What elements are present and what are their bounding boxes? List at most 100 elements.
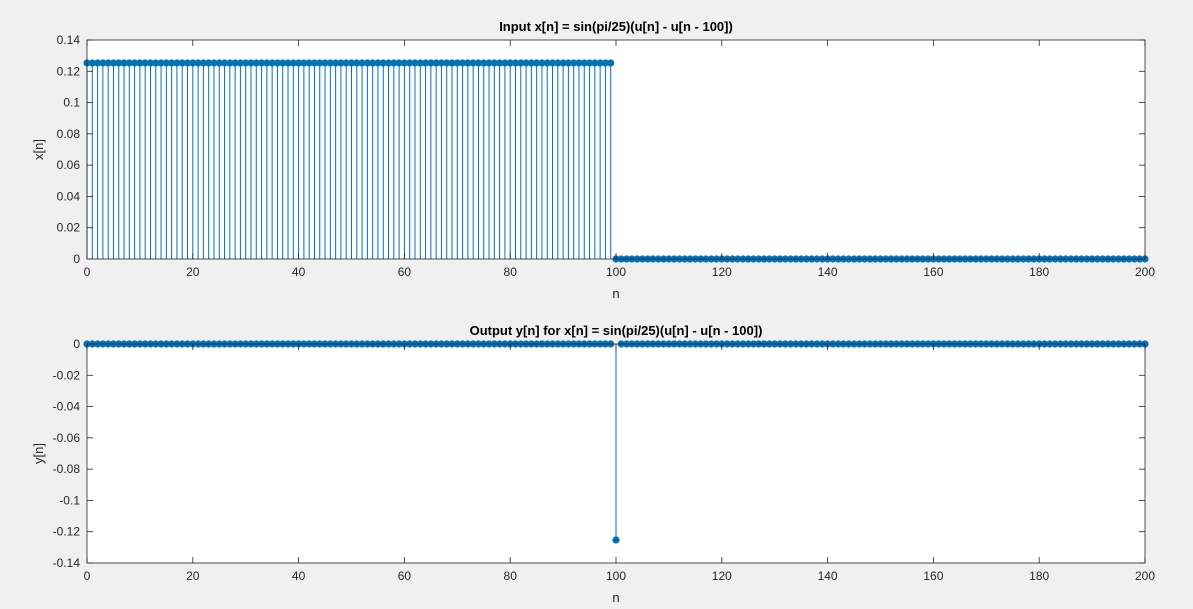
stem-marker (400, 59, 408, 67)
stem-marker (390, 59, 398, 67)
x-tick-label: 40 (292, 569, 306, 583)
stem-marker (300, 59, 308, 67)
x-tick-label: 80 (504, 569, 518, 583)
stem-marker (533, 59, 541, 67)
stem-marker (527, 59, 535, 67)
x-tick-label: 160 (923, 265, 943, 279)
input-stem-plot: Input x[n] = sin(pi/25)(u[n] - u[n - 100… (31, 19, 1155, 301)
stem-marker (511, 59, 520, 67)
stem-marker (168, 59, 176, 67)
stem-marker (496, 59, 504, 67)
x-axis-label: n (612, 590, 619, 605)
x-tick-label: 20 (186, 569, 200, 583)
x-tick-label: 200 (1135, 569, 1155, 583)
x-tick-label: 120 (712, 569, 732, 583)
stem-marker (104, 59, 112, 67)
stem-marker (141, 59, 149, 67)
stem-marker (173, 59, 181, 67)
x-tick-label: 20 (186, 265, 200, 279)
stem-marker (88, 59, 96, 67)
x-tick-label: 80 (504, 265, 518, 279)
stem-marker (289, 59, 297, 67)
y-tick-label: -0.1 (59, 493, 80, 507)
stem-marker (242, 59, 250, 67)
y-tick-label: -0.08 (53, 462, 81, 476)
x-tick-label: 100 (606, 569, 626, 583)
x-axis-label: n (612, 286, 619, 301)
stem-marker (279, 59, 287, 67)
stem-marker (416, 59, 424, 67)
stem-marker (131, 59, 139, 67)
stem-marker (305, 59, 313, 67)
x-tick-label: 200 (1135, 265, 1155, 279)
stem-marker (337, 59, 345, 67)
stem-marker (501, 59, 509, 67)
stem-marker (559, 59, 567, 67)
x-tick-label: 160 (923, 569, 943, 583)
y-tick-label: 0.08 (57, 127, 81, 141)
stem-marker (252, 59, 260, 67)
stem-marker (570, 59, 578, 67)
x-tick-label: 100 (606, 265, 626, 279)
stem-marker (236, 59, 245, 67)
stem-marker (332, 59, 340, 67)
stem-marker (120, 59, 128, 67)
stem-marker (194, 59, 202, 67)
x-tick-label: 180 (1029, 569, 1049, 583)
stem-marker (115, 59, 123, 67)
y-tick-label: 0.1 (63, 96, 80, 110)
x-tick-label: 60 (398, 265, 412, 279)
stem-marker (263, 59, 271, 67)
stem-marker (522, 59, 530, 67)
stem-marker (458, 59, 467, 67)
stem-marker (199, 59, 207, 67)
y-tick-label: -0.06 (53, 431, 81, 445)
y-tick-label: 0.02 (57, 221, 81, 235)
stem-marker (125, 59, 133, 67)
x-tick-label: 120 (712, 265, 732, 279)
stem-marker (363, 59, 371, 67)
stem-marker (247, 59, 255, 67)
stem-marker (607, 59, 615, 67)
stem-marker (427, 59, 435, 67)
stem-marker (384, 59, 393, 67)
stem-marker (443, 59, 451, 67)
stem-marker (490, 59, 498, 67)
stem-marker (93, 59, 102, 67)
y-tick-label: -0.12 (53, 525, 81, 539)
stem-marker (601, 59, 610, 67)
stem-marker (152, 59, 160, 67)
x-tick-label: 60 (398, 569, 412, 583)
stem-marker (379, 59, 387, 67)
stem-marker (162, 59, 170, 67)
stem-marker (564, 59, 572, 67)
stem-marker (205, 59, 213, 67)
y-tick-label: -0.14 (53, 556, 81, 570)
y-tick-label: 0.12 (57, 64, 81, 78)
stem-marker (189, 59, 197, 67)
stem-marker (612, 536, 620, 544)
y-tick-label: 0.04 (57, 189, 81, 203)
stem-marker (480, 59, 488, 67)
stem-marker (183, 59, 192, 67)
stem-marker (321, 59, 329, 67)
stem-marker (358, 59, 366, 67)
x-tick-label: 180 (1029, 265, 1049, 279)
stem-marker (369, 59, 377, 67)
stem-marker (178, 59, 186, 67)
stem-marker (474, 59, 483, 67)
y-tick-label: 0.06 (57, 158, 81, 172)
stem-marker (591, 59, 599, 67)
stem-marker (485, 59, 493, 67)
stem-marker (374, 59, 382, 67)
stem-marker (437, 59, 446, 67)
stem-marker (231, 59, 239, 67)
stem-marker (406, 59, 414, 67)
stem-marker (554, 59, 562, 67)
y-tick-label: 0 (73, 337, 80, 351)
x-tick-label: 140 (818, 569, 838, 583)
stem-marker (517, 59, 525, 67)
stem-marker (464, 59, 472, 67)
stem-marker (310, 59, 319, 67)
